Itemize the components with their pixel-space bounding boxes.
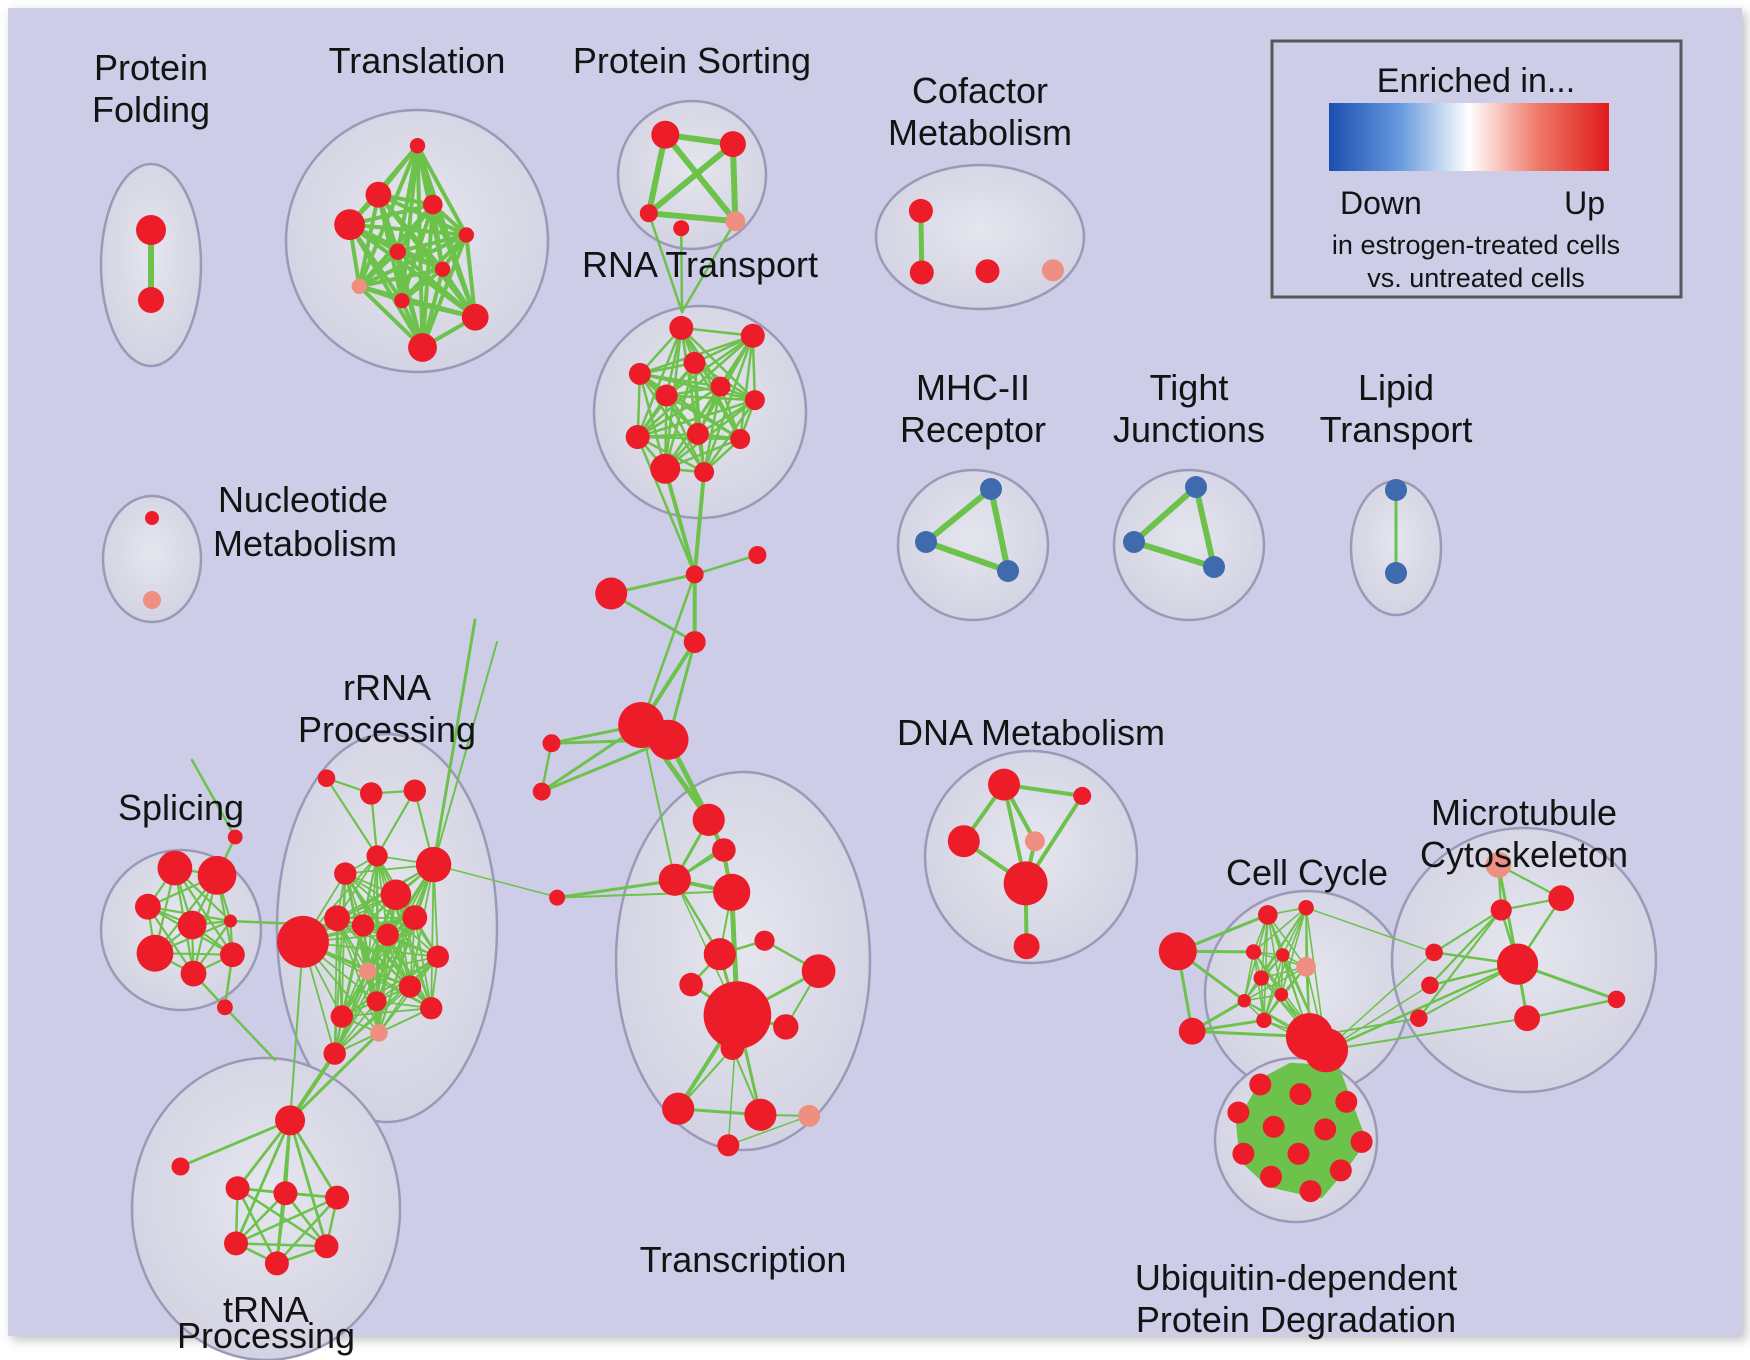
svg-text:Processing: Processing xyxy=(298,709,476,750)
svg-text:in estrogen-treated cells: in estrogen-treated cells xyxy=(1332,230,1620,260)
svg-text:Translation: Translation xyxy=(329,40,506,81)
svg-text:MHC-II: MHC-II xyxy=(916,367,1030,408)
svg-text:Transcription: Transcription xyxy=(640,1239,847,1280)
svg-text:Transport: Transport xyxy=(1320,409,1473,450)
svg-text:Cytoskeleton: Cytoskeleton xyxy=(1420,834,1628,875)
svg-text:Protein: Protein xyxy=(94,47,208,88)
svg-text:Enriched in...: Enriched in... xyxy=(1377,62,1575,100)
svg-text:Metabolism: Metabolism xyxy=(213,523,397,564)
svg-text:rRNA: rRNA xyxy=(343,667,431,708)
svg-text:Lipid: Lipid xyxy=(1358,367,1434,408)
svg-text:Nucleotide: Nucleotide xyxy=(218,479,388,520)
svg-text:Folding: Folding xyxy=(92,89,210,130)
svg-text:Cell Cycle: Cell Cycle xyxy=(1226,852,1388,893)
svg-text:Metabolism: Metabolism xyxy=(888,112,1072,153)
svg-text:Junctions: Junctions xyxy=(1113,409,1265,450)
svg-text:Protein Degradation: Protein Degradation xyxy=(1136,1299,1456,1340)
svg-text:vs. untreated cells: vs. untreated cells xyxy=(1367,263,1585,293)
svg-text:Ubiquitin-dependent: Ubiquitin-dependent xyxy=(1135,1257,1457,1298)
svg-text:RNA Transport: RNA Transport xyxy=(582,244,818,285)
svg-text:Receptor: Receptor xyxy=(900,409,1046,450)
svg-text:Down: Down xyxy=(1340,185,1422,221)
svg-text:Splicing: Splicing xyxy=(118,787,244,828)
svg-text:Up: Up xyxy=(1564,185,1605,221)
svg-text:Cofactor: Cofactor xyxy=(912,70,1048,111)
svg-text:Tight: Tight xyxy=(1150,367,1229,408)
svg-text:Processing: Processing xyxy=(177,1315,355,1356)
svg-text:DNA Metabolism: DNA Metabolism xyxy=(897,712,1165,753)
svg-text:Protein Sorting: Protein Sorting xyxy=(573,40,811,81)
svg-text:Microtubule: Microtubule xyxy=(1431,792,1617,833)
